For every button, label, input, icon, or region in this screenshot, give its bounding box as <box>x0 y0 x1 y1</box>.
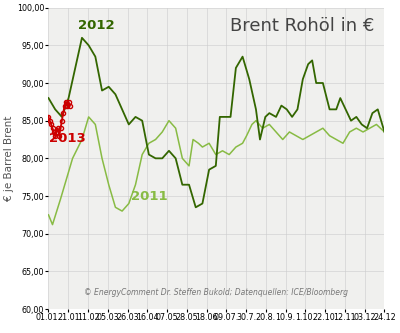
Text: 2012: 2012 <box>78 19 114 32</box>
Text: © EnergyComment Dr. Steffen Bukold; Datenquellen: ICE/Bloomberg: © EnergyComment Dr. Steffen Bukold; Date… <box>84 288 348 297</box>
Text: 2013: 2013 <box>49 132 86 145</box>
Y-axis label: € je Barrel Brent: € je Barrel Brent <box>4 116 14 201</box>
Text: 2011: 2011 <box>132 190 168 203</box>
Text: Brent Rohöl in €: Brent Rohöl in € <box>230 17 374 35</box>
